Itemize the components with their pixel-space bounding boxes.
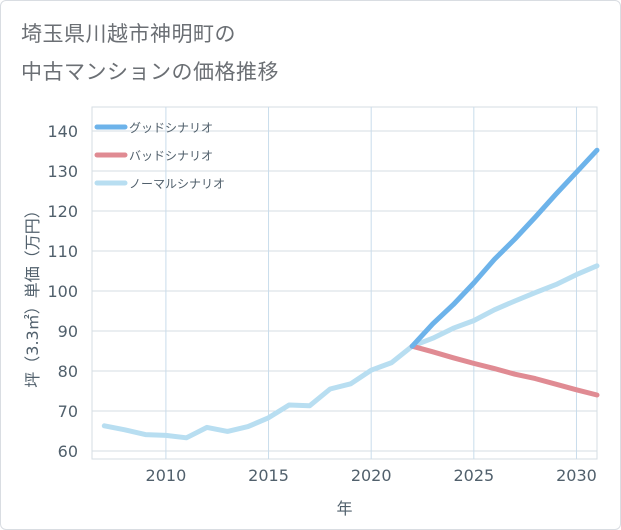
chart-title-line-1: 埼玉県川越市神明町の: [21, 22, 236, 46]
x-axis-title: 年: [336, 499, 352, 518]
y-tick-label-130: 130: [47, 162, 78, 181]
y-axis-title: 坪（3.3㎡）単価（万円）: [23, 202, 42, 387]
y-tick-label-90: 90: [58, 322, 78, 341]
series-line-3: [101, 263, 600, 441]
series-line-2: [409, 343, 600, 398]
x-tick-label-2010: 2010: [146, 466, 187, 485]
x-tick-label-2015: 2015: [248, 466, 289, 485]
y-tick-label-120: 120: [47, 202, 78, 221]
y-tick-label-140: 140: [47, 122, 78, 141]
series-line-1: [409, 147, 600, 349]
series-lines: [101, 147, 600, 441]
x-tick-label-2025: 2025: [453, 466, 494, 485]
legend-label-1: グッドシナリオ: [129, 121, 213, 135]
x-tick-label-2030: 2030: [556, 466, 597, 485]
chart-title-line-2: 中古マンションの価格推移: [21, 60, 279, 84]
legend-label-3: ノーマルシナリオ: [129, 177, 225, 191]
axes: 60 70 80 90 100 110 120 130 140 2010 2015 2020 2025 2…: [47, 122, 596, 485]
x-tick-label-2020: 2020: [351, 466, 392, 485]
y-tick-label-110: 110: [47, 242, 78, 261]
y-tick-label-70: 70: [58, 402, 78, 421]
y-tick-label-80: 80: [58, 362, 78, 381]
grid-lines: [91, 106, 598, 460]
y-tick-label-100: 100: [47, 282, 78, 301]
plot-area: [91, 106, 598, 460]
y-tick-label-60: 60: [58, 442, 78, 461]
legend-label-2: バッドシナリオ: [129, 149, 213, 163]
